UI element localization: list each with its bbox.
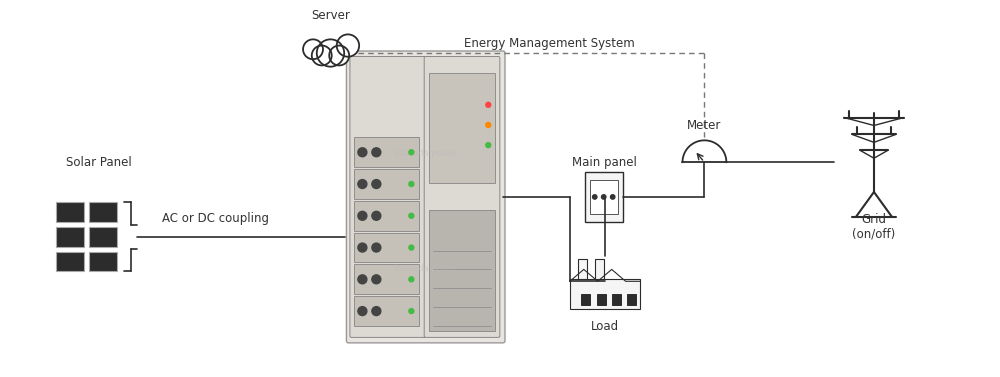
Bar	[429, 73, 495, 182]
Text: Load: Load	[591, 320, 619, 334]
Bar	[354, 264, 419, 294]
Circle shape	[409, 309, 414, 314]
Circle shape	[593, 195, 597, 199]
Bar	[354, 296, 419, 326]
Circle shape	[337, 34, 359, 57]
Bar	[585, 172, 623, 222]
Bar	[578, 259, 587, 281]
Circle shape	[610, 195, 615, 199]
Bar	[354, 233, 419, 262]
Circle shape	[372, 148, 381, 157]
Circle shape	[372, 307, 381, 316]
Bar	[89, 251, 117, 271]
Bar	[56, 202, 84, 222]
Circle shape	[409, 150, 414, 155]
Bar	[89, 202, 117, 222]
Circle shape	[486, 123, 491, 127]
Circle shape	[602, 195, 606, 199]
Circle shape	[358, 211, 367, 220]
Circle shape	[329, 46, 349, 66]
FancyBboxPatch shape	[350, 57, 427, 337]
Circle shape	[317, 39, 344, 67]
Bar	[581, 294, 590, 305]
Circle shape	[486, 102, 491, 107]
FancyBboxPatch shape	[346, 51, 505, 343]
Bar	[570, 279, 640, 309]
Text: Meter: Meter	[687, 119, 722, 132]
Circle shape	[358, 243, 367, 252]
Circle shape	[358, 179, 367, 188]
Bar	[354, 137, 419, 167]
Circle shape	[358, 148, 367, 157]
Circle shape	[358, 307, 367, 316]
Bar	[429, 210, 495, 331]
Circle shape	[312, 46, 332, 66]
Text: kamada power: kamada power	[395, 264, 457, 273]
Circle shape	[372, 243, 381, 252]
Circle shape	[409, 245, 414, 250]
Text: Grid
(on/off): Grid (on/off)	[852, 213, 896, 241]
Circle shape	[409, 182, 414, 187]
Bar	[595, 259, 604, 281]
Bar	[590, 180, 618, 214]
Text: Main panel: Main panel	[572, 156, 637, 169]
Circle shape	[372, 211, 381, 220]
Bar	[612, 294, 621, 305]
FancyBboxPatch shape	[424, 57, 500, 337]
Text: AC or DC coupling: AC or DC coupling	[162, 212, 269, 225]
Bar	[56, 227, 84, 247]
Circle shape	[303, 39, 323, 59]
Text: Solar Panel: Solar Panel	[66, 156, 132, 169]
Circle shape	[372, 275, 381, 284]
Text: Energy Management System: Energy Management System	[464, 37, 635, 50]
Circle shape	[409, 213, 414, 218]
Bar	[627, 294, 636, 305]
Bar	[354, 201, 419, 231]
Bar	[89, 227, 117, 247]
Text: Server: Server	[311, 9, 350, 22]
Circle shape	[409, 277, 414, 282]
Circle shape	[358, 275, 367, 284]
Circle shape	[372, 179, 381, 188]
Text: kamada power: kamada power	[395, 149, 457, 158]
Bar	[354, 169, 419, 199]
Circle shape	[486, 143, 491, 148]
Bar	[56, 251, 84, 271]
Bar	[597, 294, 606, 305]
